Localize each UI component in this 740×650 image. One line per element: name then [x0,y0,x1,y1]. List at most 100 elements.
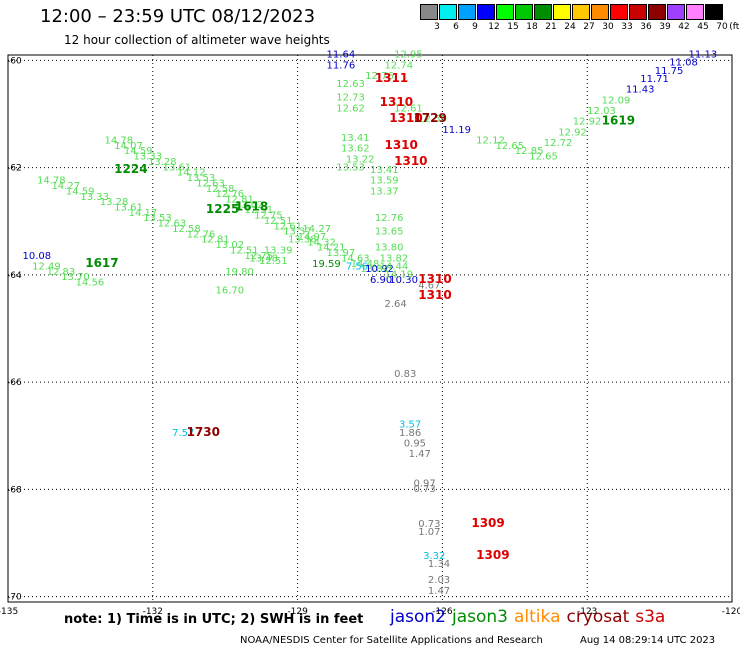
wave-height-label: 12.65 [495,141,524,152]
wave-height-label: 11.08 [669,58,698,69]
pass-time-label: 1225 [206,202,239,216]
pass-time-label: 1224 [114,162,147,176]
wave-height-label: 12.72 [544,138,573,149]
y-tick-label: -68 [7,485,22,495]
pass-time-label: 1310 [418,272,451,286]
wave-height-label: 12.76 [375,213,404,224]
wave-height-label: 12.61 [394,103,423,114]
pass-time-label: 1309 [471,516,504,530]
colorbar-swatch [667,4,685,20]
wave-height-label: 1.07 [418,527,440,538]
legend-entry-altika: altika [514,607,561,627]
wave-height-label: 2.03 [428,575,450,586]
wave-height-label: 3.32 [423,551,445,562]
wave-height-label: 11.13 [689,50,718,61]
wave-height-label: 12.74 [384,60,413,71]
wave-height-label: 0.73 [418,519,440,530]
wave-height-label: 13.28 [100,197,129,208]
wave-height-label: 14.12 [177,168,206,179]
y-tick-label: -64 [7,271,22,281]
pass-time-label: 1310 [384,138,417,152]
wave-height-label: 12.75 [245,251,274,262]
colorbar-label: 42 [678,22,690,32]
colorbar-swatch [420,4,438,20]
plot-frame [7,54,733,603]
wave-height-label: 10.92 [365,264,394,275]
wave-height-label: 12.92 [558,127,587,138]
colorbar-swatch [648,4,666,20]
wave-height-label: 12.65 [529,152,558,163]
wave-height-label: 14.59 [124,146,153,157]
wave-height-label: 1.86 [399,428,421,439]
wave-height-label: 14.59 [66,186,95,197]
pass-time-label: 1618 [235,200,268,214]
wave-height-label: 13.97 [327,248,356,259]
colorbar-label: 21 [545,22,557,32]
wave-height-label: 13.59 [370,176,399,187]
wave-height-label: 12.58 [206,184,235,195]
wave-height-label: 14.78 [105,135,134,146]
legend-entry-s3a: s3a [635,607,666,627]
wave-height-label: 12.76 [365,71,394,82]
wave-height-label: 13.82 [360,264,389,275]
wave-height-label: 12.81 [201,235,230,246]
colorbar-swatch [477,4,495,20]
wave-height-label: 11.43 [626,85,655,96]
wave-height-label: 12.51 [245,205,274,216]
wave-height-label: 14.44 [380,262,409,273]
wave-height-label: 2.64 [384,299,406,310]
pass-time-label: 1730 [187,425,220,439]
legend-entry-cryosat: cryosat [566,607,630,627]
colorbar-swatch [553,4,571,20]
colorbar-swatch [458,4,476,20]
wave-height-label: 12.95 [394,50,423,61]
wave-height-label: 0.73 [413,484,435,495]
wave-height-label: 12.63 [158,219,187,230]
wave-height-label: 7.57 [172,428,194,439]
wave-height-label: 13.33 [133,152,162,163]
wave-height-label: 13.41 [370,165,399,176]
wave-height-label: 14.21 [317,243,346,254]
colorbar-label: 33 [621,22,633,32]
wave-height-label: 1.34 [428,559,450,570]
pass-time-label: 1729 [413,111,446,125]
pass-time-label: 1310 [394,154,427,168]
colorbar-label: 12 [488,22,500,32]
colorbar-swatch [572,4,590,20]
x-tick-label: -132 [143,607,163,617]
wave-height-label: 14.48 [351,259,380,270]
pass-time-label: 1310 [418,288,451,302]
pass-time-label: 1310 [389,111,422,125]
wave-height-label: 14.97 [298,232,327,243]
y-tick-label: -66 [7,378,22,388]
colorbar-label: 45 [697,22,709,32]
wave-height-label: 12.76 [187,229,216,240]
wave-height-label: 0.83 [394,369,416,380]
wave-height-label: 19.80 [225,267,254,278]
y-tick-label: -60 [7,56,22,66]
x-tick-label: -126 [432,607,453,617]
wave-height-label: 0.95 [404,438,426,449]
colorbar-label: 30 [602,22,614,32]
wave-height-label: 7.56 [346,262,368,273]
colorbar-label: 70 [716,22,728,32]
wave-height-label: 13.38 [288,235,317,246]
colorbar-label: 27 [583,22,595,32]
wave-height-label: 12.85 [515,146,544,157]
wave-height-label: 3.57 [399,420,421,431]
wave-height-label: 13.61 [162,162,191,173]
wave-height-label: 13.70 [61,272,90,283]
wave-height-label: 12.49 [32,262,61,273]
x-tick-label: -135 [0,607,18,617]
colorbar-swatch [705,4,723,20]
wave-height-label: 10.08 [22,251,51,262]
wave-height-label: 1.47 [409,449,431,460]
wave-height-label: 12.76 [216,189,245,200]
wave-height-label: 12.50 [418,114,447,125]
colorbar-label: 18 [526,22,538,32]
colorbar-swatch [496,4,514,20]
colorbar-swatch [686,4,704,20]
y-tick-label: -70 [7,593,22,603]
colorbar-unit: (ft) [729,22,740,32]
